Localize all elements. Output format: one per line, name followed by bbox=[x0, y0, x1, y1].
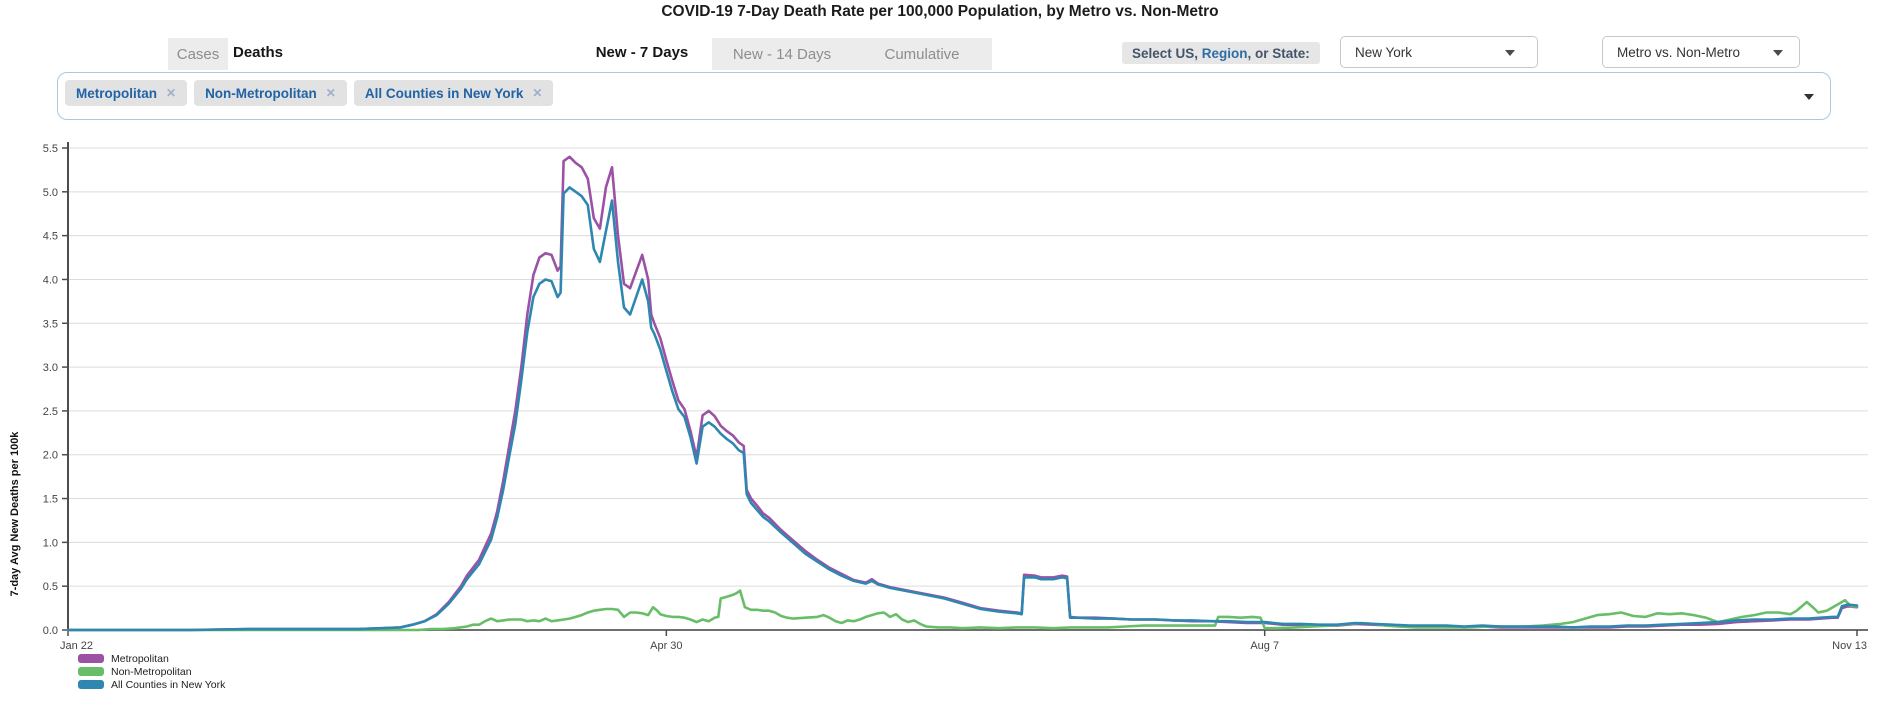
grouping-dropdown[interactable]: Metro vs. Non-Metro bbox=[1602, 36, 1800, 68]
x-tick-label: Apr 30 bbox=[650, 640, 682, 652]
chart-svg: 0.0 0.5 1.0 1.5 2.0 2.5 3.0 3.5 4.0 4.5 5.0 5.5 Jan … bbox=[43, 142, 1868, 652]
tab-new-14-days[interactable]: New - 14 Days bbox=[712, 38, 852, 70]
remove-chip-icon[interactable]: ✕ bbox=[532, 86, 543, 100]
filter-chip[interactable]: Non-Metropolitan ✕ bbox=[194, 80, 347, 106]
legend-item[interactable]: Metropolitan bbox=[78, 652, 225, 665]
y-tick-label: 4.0 bbox=[43, 274, 58, 286]
remove-chip-icon[interactable]: ✕ bbox=[325, 86, 336, 100]
chip-list: Metropolitan ✕ Non-Metropolitan ✕ All Counti… bbox=[65, 80, 554, 106]
filter-chip-label: Non-Metropolitan bbox=[205, 85, 317, 101]
x-tick-label: Jan 22 bbox=[60, 640, 93, 652]
legend-swatch bbox=[78, 667, 104, 676]
y-tick-label: 5.0 bbox=[43, 187, 58, 199]
y-axis-title: 7-day Avg New Deaths per 100k bbox=[9, 431, 21, 597]
select-label-prefix: Select US, bbox=[1132, 45, 1202, 61]
filter-chip[interactable]: Metropolitan ✕ bbox=[65, 80, 188, 106]
legend-item[interactable]: Non-Metropolitan bbox=[78, 665, 225, 678]
chart-area: 7-day Avg New Deaths per 100k 0.0 0.5 1.0 1… bbox=[0, 125, 1880, 660]
legend-label: Metropolitan bbox=[111, 652, 169, 665]
filter-chip[interactable]: All Counties in New York ✕ bbox=[353, 80, 554, 106]
y-tick-label: 2.0 bbox=[43, 450, 58, 462]
page-title: COVID-19 7-Day Death Rate per 100,000 Po… bbox=[661, 3, 1219, 20]
tab-cases[interactable]: Cases bbox=[168, 38, 228, 70]
filter-chip-label: All Counties in New York bbox=[364, 85, 524, 101]
region-link[interactable]: Region bbox=[1201, 45, 1248, 61]
chevron-down-icon[interactable] bbox=[1804, 94, 1814, 100]
series-line-metropolitan bbox=[66, 155, 1859, 632]
y-tick-label: 0.0 bbox=[43, 625, 58, 637]
filter-chip-label: Metropolitan bbox=[76, 85, 157, 101]
tab-deaths[interactable]: Deaths bbox=[228, 34, 288, 70]
y-tick-label: 1.0 bbox=[43, 537, 58, 549]
y-tick-label: 0.5 bbox=[43, 581, 58, 593]
series-line-all-counties-in-new-york bbox=[66, 186, 1859, 632]
legend-swatch bbox=[78, 680, 104, 689]
grouping-dropdown-value: Metro vs. Non-Metro bbox=[1617, 44, 1741, 60]
legend-item[interactable]: All Counties in New York bbox=[78, 678, 226, 691]
series-line-non-metropolitan bbox=[66, 589, 1859, 632]
chart-legend: Metropolitan Non-Metropolitan All Counties… bbox=[78, 652, 226, 691]
period-tab-group: New - 7 Days New - 14 Days Cumulative bbox=[572, 34, 992, 70]
legend-label: Non-Metropolitan bbox=[111, 665, 192, 678]
chevron-down-icon bbox=[1505, 50, 1515, 56]
chevron-down-icon bbox=[1773, 50, 1783, 56]
tab-new-7-days[interactable]: New - 7 Days bbox=[572, 34, 712, 70]
y-tick-label: 3.0 bbox=[43, 362, 58, 374]
remove-chip-icon[interactable]: ✕ bbox=[166, 86, 177, 100]
y-tick-label: 5.5 bbox=[43, 143, 58, 155]
y-tick-label: 1.5 bbox=[43, 494, 58, 506]
legend-swatch bbox=[78, 654, 104, 663]
selection-chips-bar[interactable]: Metropolitan ✕ Non-Metropolitan ✕ All Counti… bbox=[57, 72, 1831, 120]
y-tick-label: 2.5 bbox=[43, 406, 58, 418]
y-tick-label: 4.5 bbox=[43, 231, 58, 243]
select-area-label: Select US, Region , or State: bbox=[1122, 42, 1320, 64]
state-dropdown[interactable]: New York bbox=[1340, 36, 1538, 68]
y-tick-label: 3.5 bbox=[43, 318, 58, 330]
tab-cumulative[interactable]: Cumulative bbox=[852, 38, 992, 70]
x-tick-label: Nov 13 bbox=[1832, 640, 1867, 652]
metric-tab-group: Cases Deaths bbox=[168, 34, 288, 70]
x-tick-label: Aug 7 bbox=[1250, 640, 1279, 652]
legend-label: All Counties in New York bbox=[111, 678, 226, 691]
select-label-suffix: , or State: bbox=[1247, 45, 1310, 61]
state-dropdown-value: New York bbox=[1355, 44, 1413, 60]
